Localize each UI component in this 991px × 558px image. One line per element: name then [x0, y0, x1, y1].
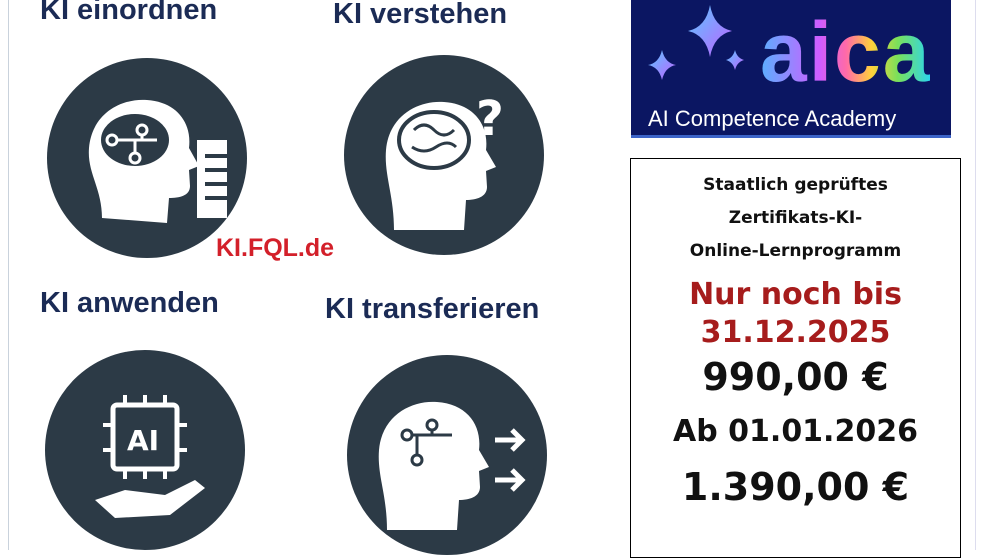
offer-line-2: Zertifikats-KI-	[728, 208, 863, 228]
tile-title-transferieren: KI transferieren	[325, 293, 540, 325]
price-now: 990,00 €	[702, 355, 889, 399]
svg-text:?: ?	[476, 91, 504, 147]
aica-logo	[631, 0, 951, 138]
from-date-label: Ab 01.01.2026	[673, 414, 918, 449]
offer-line-1: Staatlich geprüftes	[703, 175, 888, 195]
price-later: 1.390,00 €	[681, 465, 910, 509]
tile-title-anwenden: KI anwenden	[40, 287, 219, 319]
hand-ai-chip-icon: AI	[45, 350, 245, 550]
head-circuit-arrows-icon	[347, 355, 547, 555]
svg-text:AI: AI	[127, 424, 159, 457]
logo-subtitle: AI Competence Academy	[648, 106, 897, 131]
head-brain-question-icon: ?	[344, 55, 544, 255]
offer-line-3: Online-Lernprogramm	[689, 241, 902, 261]
left-border	[8, 0, 9, 550]
sparkle-icon	[648, 5, 744, 80]
deadline-date: 31.12.2025	[700, 315, 891, 350]
tile-title-einordnen: KI einordnen	[40, 0, 218, 26]
head-circuit-brain-document-icon	[47, 58, 247, 258]
aica-wordmark: aica	[760, 5, 932, 99]
tile-title-verstehen: KI verstehen	[333, 0, 508, 30]
right-border	[975, 0, 976, 550]
deadline-line-1: Nur noch bis	[689, 277, 902, 312]
website-url[interactable]: KI.FQL.de	[216, 234, 335, 262]
offer-box: Staatlich geprüftes Zertifikats-KI- Onli…	[630, 158, 961, 558]
